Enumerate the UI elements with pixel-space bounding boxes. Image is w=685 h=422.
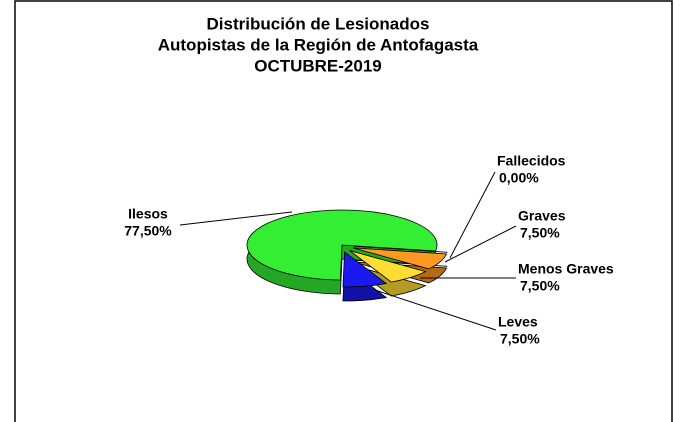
slice-label: Ilesos bbox=[128, 206, 168, 222]
slice-label: Leves bbox=[498, 314, 538, 330]
slice-label: Graves bbox=[518, 208, 566, 224]
slice bbox=[246, 209, 438, 281]
value-label: 77,50% bbox=[124, 223, 172, 239]
value-label: 7,50% bbox=[520, 225, 560, 241]
slice-label: Menos Graves bbox=[518, 261, 614, 277]
slice bbox=[353, 245, 448, 253]
chart-title: OCTUBRE-2019 bbox=[254, 56, 382, 75]
value-label: 0,00% bbox=[499, 170, 539, 186]
chart-title: Autopistas de la Región de Antofagasta bbox=[158, 35, 479, 54]
chart-title: Distribución de Lesionados bbox=[207, 14, 430, 33]
value-label: 7,50% bbox=[500, 331, 540, 347]
leader-line bbox=[374, 289, 497, 331]
value-label: 7,50% bbox=[520, 278, 560, 294]
slice bbox=[342, 251, 388, 288]
leader-line bbox=[449, 171, 496, 259]
slice bbox=[349, 250, 427, 283]
slice bbox=[352, 247, 448, 270]
frame bbox=[14, 0, 673, 422]
leader-line bbox=[179, 211, 293, 226]
leader-line bbox=[444, 225, 517, 263]
slice-label: Fallecidos bbox=[497, 153, 566, 169]
